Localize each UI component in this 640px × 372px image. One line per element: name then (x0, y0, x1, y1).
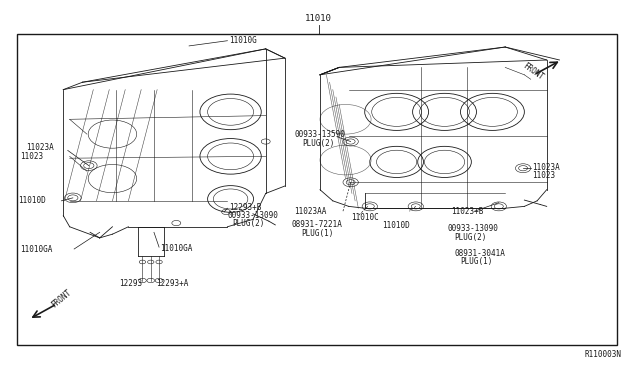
Text: 11023A: 11023A (26, 143, 54, 152)
Text: 00933-13090: 00933-13090 (227, 211, 278, 220)
Text: 12293+B: 12293+B (229, 203, 262, 212)
Text: 11010GA: 11010GA (161, 244, 193, 253)
Text: 00933-13090: 00933-13090 (448, 224, 499, 233)
Text: 11010GA: 11010GA (20, 244, 52, 253)
Text: 12293: 12293 (119, 279, 142, 288)
Text: PLUG(2): PLUG(2) (302, 138, 335, 148)
Text: 11023A: 11023A (532, 163, 560, 172)
Text: 08931-7221A: 08931-7221A (292, 221, 343, 230)
Text: 11010D: 11010D (19, 196, 46, 205)
Text: PLUG(2): PLUG(2) (232, 219, 264, 228)
Text: FRONT: FRONT (49, 288, 73, 310)
Text: FRONT: FRONT (520, 61, 545, 82)
Text: 11010D: 11010D (383, 221, 410, 230)
Text: 00933-13590: 00933-13590 (294, 130, 346, 140)
Bar (17, 34, 617, 345)
Text: PLUG(1): PLUG(1) (461, 257, 493, 266)
Text: 11010: 11010 (305, 14, 332, 23)
Text: 11010G: 11010G (229, 36, 257, 45)
Text: R110003N: R110003N (584, 350, 621, 359)
Text: 12293+A: 12293+A (156, 279, 188, 288)
Text: 11023: 11023 (20, 152, 43, 161)
Text: 11023AA: 11023AA (294, 207, 327, 216)
Text: 11023+B: 11023+B (451, 207, 483, 216)
Text: 08931-3041A: 08931-3041A (454, 249, 505, 258)
Text: 11023: 11023 (532, 171, 555, 180)
Text: PLUG(1): PLUG(1) (301, 228, 333, 238)
Text: PLUG(2): PLUG(2) (454, 232, 486, 242)
Text: 11010C: 11010C (351, 213, 378, 222)
